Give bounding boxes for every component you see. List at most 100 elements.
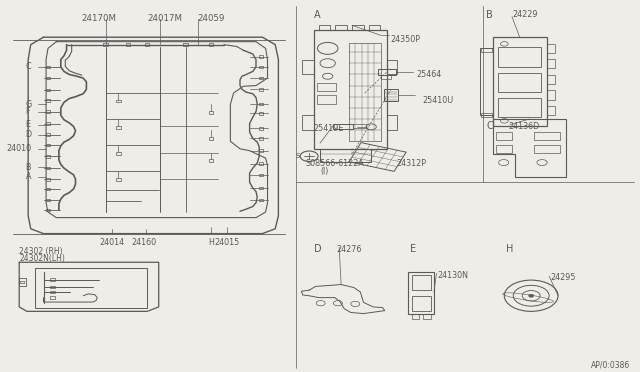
Text: 24295: 24295	[550, 273, 576, 282]
Bar	[46, 65, 51, 68]
Text: S: S	[296, 153, 300, 159]
Bar	[46, 144, 51, 146]
Text: 24276: 24276	[336, 245, 362, 254]
Text: A: A	[26, 172, 31, 181]
Text: 24015: 24015	[214, 238, 240, 247]
Text: 24017M: 24017M	[148, 14, 182, 23]
Text: AP/0:0386: AP/0:0386	[591, 361, 630, 370]
Bar	[209, 137, 214, 140]
Bar	[46, 77, 51, 79]
Bar	[259, 65, 264, 68]
Bar	[547, 59, 555, 68]
Bar	[104, 43, 108, 46]
Bar	[259, 173, 264, 176]
Bar	[547, 106, 555, 115]
Bar	[369, 25, 380, 30]
Text: H: H	[208, 238, 214, 247]
Bar	[209, 43, 214, 46]
Bar	[302, 60, 314, 74]
Text: B: B	[26, 163, 31, 172]
Bar	[46, 99, 51, 102]
Bar	[259, 186, 264, 189]
Text: C: C	[486, 122, 493, 131]
Bar	[46, 133, 51, 136]
Bar	[498, 47, 541, 67]
Text: 24312P: 24312P	[397, 159, 427, 168]
Bar	[259, 149, 264, 152]
Text: 24136D: 24136D	[509, 122, 540, 131]
Bar	[352, 25, 364, 30]
Text: E: E	[26, 120, 31, 129]
Bar	[534, 132, 560, 140]
Bar	[302, 115, 314, 130]
Bar	[19, 278, 26, 286]
Text: 24350P: 24350P	[390, 35, 420, 44]
Bar	[498, 73, 541, 92]
Bar	[259, 55, 264, 58]
Bar	[496, 132, 512, 140]
Bar	[46, 199, 51, 201]
Bar	[317, 95, 336, 104]
Bar	[46, 209, 51, 211]
Bar	[259, 127, 264, 129]
Bar	[116, 152, 120, 155]
Bar	[46, 187, 51, 190]
Bar	[20, 281, 24, 283]
Bar	[259, 88, 264, 90]
Bar	[145, 43, 150, 46]
Text: 25419E: 25419E	[314, 124, 344, 133]
Bar	[46, 178, 51, 180]
Bar	[335, 25, 347, 30]
Bar	[209, 111, 214, 114]
Bar	[51, 296, 55, 299]
Bar	[387, 60, 397, 74]
Bar	[51, 286, 55, 289]
Bar	[333, 124, 353, 129]
Text: 24160: 24160	[131, 238, 157, 247]
Bar	[498, 98, 541, 117]
Bar	[481, 113, 492, 117]
Text: 24059: 24059	[198, 14, 225, 23]
Bar	[384, 89, 398, 101]
Text: B: B	[486, 10, 493, 20]
Bar	[547, 90, 555, 100]
Bar	[547, 75, 555, 84]
Bar	[317, 83, 336, 91]
Bar	[319, 25, 330, 30]
Bar	[259, 103, 264, 105]
Bar	[259, 112, 264, 115]
Text: 24010: 24010	[6, 144, 31, 153]
Text: D: D	[314, 244, 321, 254]
Text: 24170M: 24170M	[82, 14, 116, 23]
Bar	[46, 122, 51, 125]
Text: F: F	[26, 107, 30, 116]
Bar	[481, 48, 492, 52]
Bar	[35, 268, 147, 308]
Bar	[46, 155, 51, 158]
Bar	[349, 43, 381, 141]
Bar	[51, 278, 55, 281]
Bar	[116, 100, 120, 102]
Bar	[183, 43, 188, 46]
Text: D: D	[26, 130, 32, 139]
Text: 24302N(LH): 24302N(LH)	[19, 254, 65, 263]
Bar	[534, 145, 560, 153]
Text: 24130N: 24130N	[437, 271, 468, 280]
Circle shape	[529, 294, 534, 297]
Bar	[116, 126, 120, 128]
Bar	[51, 291, 55, 293]
Text: H: H	[506, 244, 513, 254]
Bar	[547, 44, 555, 53]
Text: 25464: 25464	[416, 70, 441, 79]
Bar	[320, 149, 371, 162]
Text: 24014: 24014	[99, 238, 125, 247]
Bar	[408, 272, 434, 314]
Bar	[259, 137, 264, 140]
Bar	[259, 162, 264, 165]
Text: C: C	[26, 62, 31, 71]
Text: 24229: 24229	[512, 10, 538, 19]
Text: 24302 (RH): 24302 (RH)	[19, 247, 63, 256]
Bar	[496, 145, 512, 153]
Bar	[412, 314, 419, 319]
Text: S08566-6122A: S08566-6122A	[306, 159, 365, 168]
